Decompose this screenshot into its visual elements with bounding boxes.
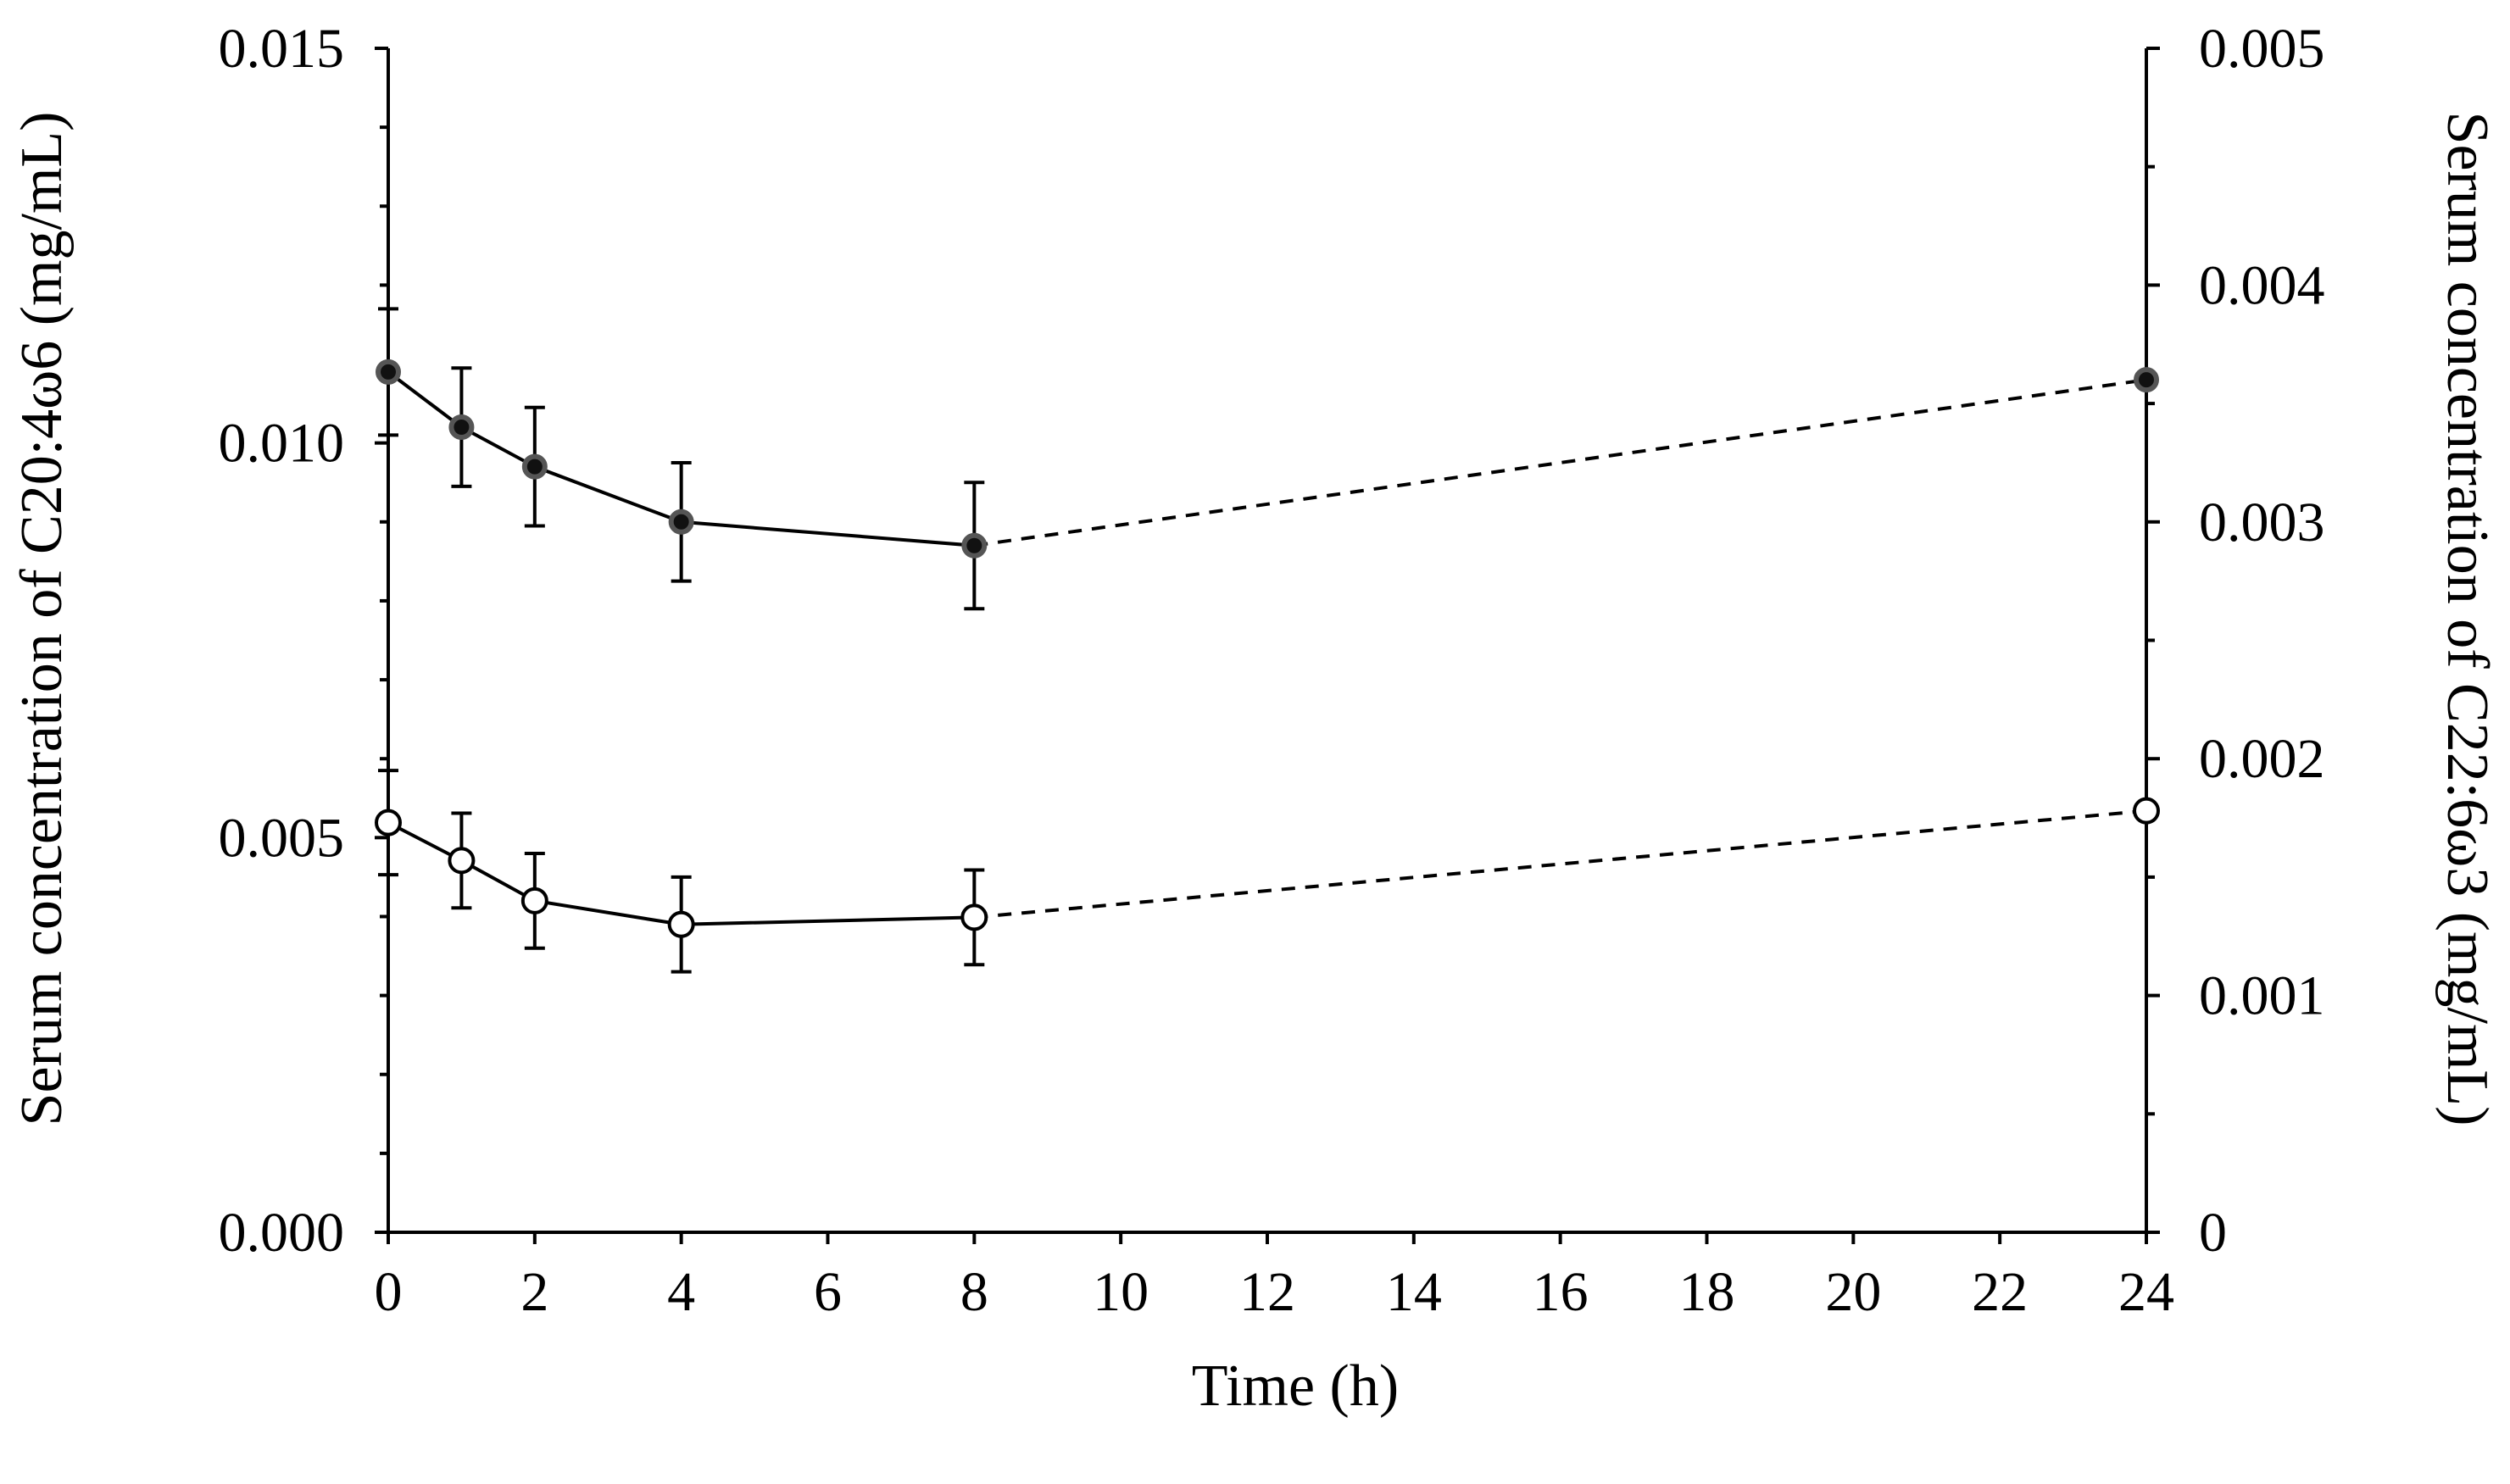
x-axis-title: Time (h) bbox=[1192, 1353, 1399, 1419]
data-point-open bbox=[667, 910, 695, 938]
x-tick-label: 10 bbox=[1093, 1261, 1149, 1323]
y-right-tick-label: 0.003 bbox=[2199, 492, 2325, 553]
data-point-open bbox=[375, 809, 402, 836]
axes bbox=[387, 48, 2148, 1234]
data-point-filled bbox=[376, 358, 401, 385]
x-tick-label: 0 bbox=[375, 1261, 403, 1323]
ticks: 0 2 4 6 8 10 12 14 16 18 20 22 240.0000.0050.0100.01… bbox=[219, 18, 2325, 1323]
series-line-dashed bbox=[974, 809, 2147, 920]
x-tick-label: 2 bbox=[520, 1261, 548, 1323]
data-point-open bbox=[520, 887, 548, 914]
y-right-tick-label: 0.004 bbox=[2199, 254, 2325, 316]
x-tick-label: 14 bbox=[1386, 1261, 1442, 1323]
y-right-tick-label: 0.002 bbox=[2199, 728, 2325, 790]
x-tick-label: 24 bbox=[2118, 1261, 2174, 1323]
y-left-tick-label: 0.005 bbox=[219, 807, 345, 869]
y-right-tick-label: 0 bbox=[2199, 1202, 2227, 1264]
x-tick-label: 18 bbox=[1679, 1261, 1735, 1323]
y-right-tick-label: 0.001 bbox=[2199, 965, 2325, 1027]
x-tick-label: 6 bbox=[814, 1261, 842, 1323]
series-line-dashed bbox=[974, 378, 2147, 547]
data-point-open bbox=[2133, 797, 2160, 825]
y-left-tick-label: 0.000 bbox=[219, 1202, 345, 1264]
data-point-filled bbox=[668, 509, 694, 535]
y-right-tick-label: 0.005 bbox=[2199, 18, 2325, 80]
x-tick-label: 12 bbox=[1239, 1261, 1295, 1323]
x-tick-label: 20 bbox=[1825, 1261, 1881, 1323]
x-tick-label: 4 bbox=[667, 1261, 695, 1323]
x-tick-label: 16 bbox=[1533, 1261, 1589, 1323]
y-left-tick-label: 0.010 bbox=[219, 413, 345, 475]
data-point-open bbox=[960, 903, 988, 931]
data-point-filled bbox=[448, 414, 475, 441]
data-point-filled bbox=[961, 532, 988, 559]
x-tick-label: 22 bbox=[1972, 1261, 2028, 1323]
data-point-filled bbox=[2134, 367, 2159, 393]
y-left-tick-label: 0.015 bbox=[219, 18, 345, 80]
series-layer bbox=[375, 307, 2160, 974]
data-point-open bbox=[448, 847, 476, 875]
y-right-axis-title: Serum concentration of C22:6ω3 (mg/mL) bbox=[2435, 112, 2500, 1126]
y-left-axis-title: Serum concentration of C20:4ω6 (mg/mL) bbox=[9, 112, 75, 1126]
x-tick-label: 8 bbox=[960, 1261, 988, 1323]
data-point-filled bbox=[521, 453, 548, 480]
